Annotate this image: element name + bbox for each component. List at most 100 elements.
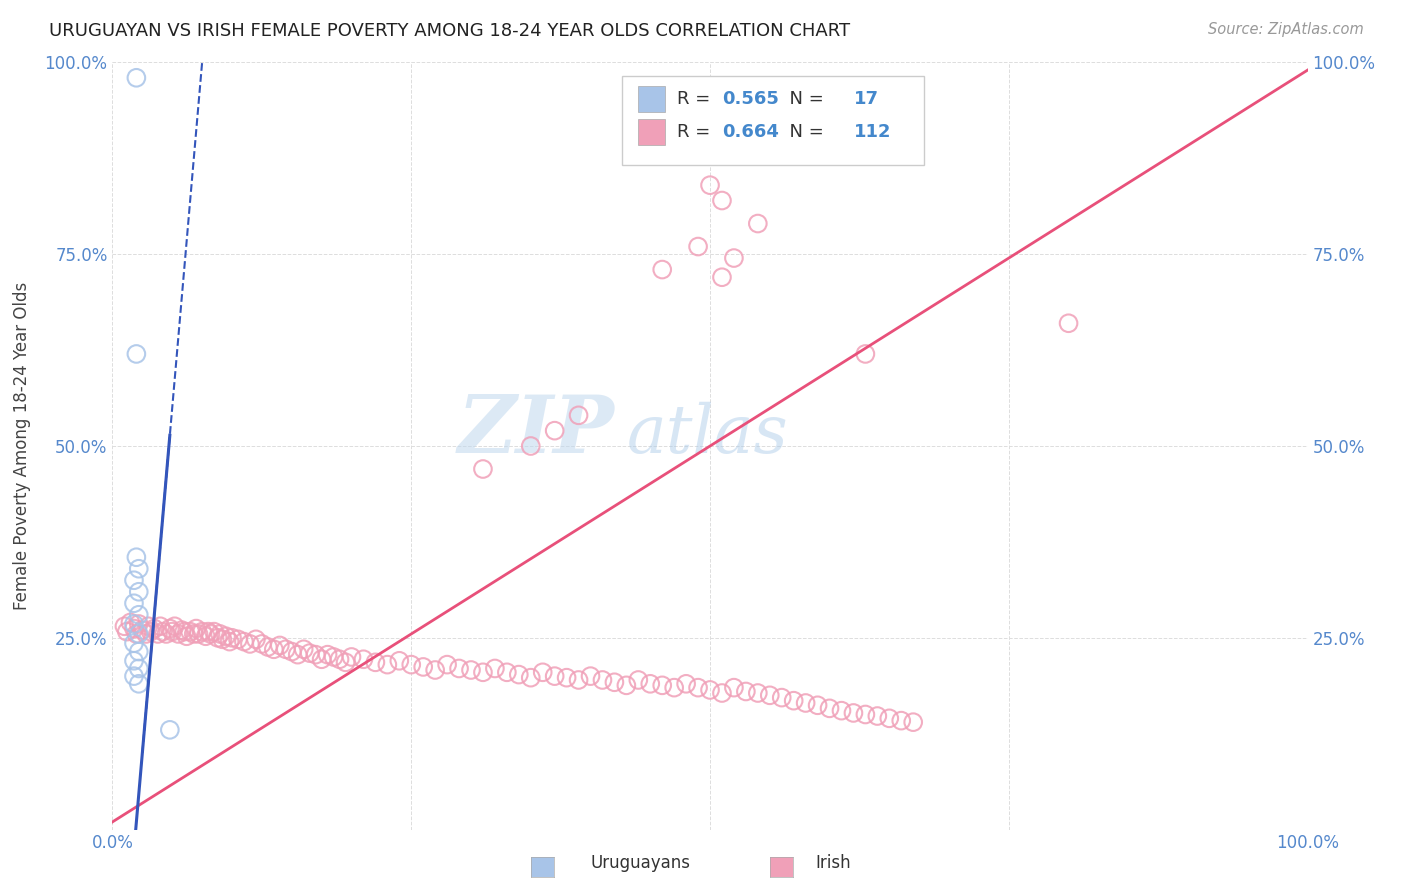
Point bbox=[890, 714, 912, 728]
Point bbox=[226, 632, 249, 647]
Point bbox=[149, 619, 172, 633]
Point bbox=[162, 624, 183, 639]
Point bbox=[159, 723, 181, 737]
Point bbox=[520, 439, 543, 453]
Point bbox=[163, 619, 186, 633]
Point bbox=[616, 678, 638, 692]
Text: R =: R = bbox=[676, 90, 716, 108]
Point bbox=[508, 667, 530, 681]
Point bbox=[122, 654, 145, 668]
Point bbox=[436, 657, 458, 672]
Point bbox=[128, 584, 150, 599]
Point bbox=[131, 623, 153, 637]
Point bbox=[183, 627, 205, 641]
Point bbox=[723, 251, 745, 265]
Point bbox=[218, 634, 240, 648]
Point bbox=[305, 648, 328, 662]
Point bbox=[125, 627, 148, 641]
Point bbox=[122, 596, 145, 610]
Point bbox=[699, 682, 721, 697]
Point bbox=[447, 661, 470, 675]
Point bbox=[664, 681, 686, 695]
Point bbox=[484, 661, 506, 675]
Point bbox=[122, 617, 145, 632]
Point bbox=[568, 673, 591, 687]
Point bbox=[128, 677, 150, 691]
Point bbox=[352, 652, 374, 666]
Point bbox=[298, 646, 321, 660]
Point bbox=[233, 634, 256, 648]
Point bbox=[221, 631, 243, 645]
Point bbox=[207, 631, 229, 645]
Point bbox=[170, 623, 193, 637]
Point bbox=[866, 709, 889, 723]
Point bbox=[173, 624, 195, 639]
Point bbox=[122, 622, 145, 636]
Point bbox=[167, 627, 190, 641]
Point bbox=[215, 629, 238, 643]
Point bbox=[675, 677, 697, 691]
Point bbox=[747, 217, 769, 231]
Point bbox=[855, 707, 877, 722]
Point bbox=[209, 627, 232, 641]
Point bbox=[555, 671, 578, 685]
Point bbox=[688, 239, 710, 253]
Point bbox=[401, 657, 423, 672]
Point bbox=[125, 70, 148, 85]
Point bbox=[711, 686, 734, 700]
Point bbox=[139, 624, 162, 639]
Point bbox=[274, 642, 297, 657]
Point bbox=[651, 262, 673, 277]
Point bbox=[340, 649, 363, 664]
Point bbox=[543, 669, 565, 683]
Point bbox=[770, 690, 793, 705]
Point bbox=[115, 624, 138, 639]
Point bbox=[735, 684, 758, 698]
Point bbox=[128, 562, 150, 576]
Point bbox=[592, 673, 614, 687]
Point bbox=[460, 663, 482, 677]
Text: URUGUAYAN VS IRISH FEMALE POVERTY AMONG 18-24 YEAR OLDS CORRELATION CHART: URUGUAYAN VS IRISH FEMALE POVERTY AMONG … bbox=[49, 22, 851, 40]
Point bbox=[292, 642, 315, 657]
Point bbox=[782, 694, 804, 708]
Point bbox=[879, 711, 901, 725]
Point bbox=[520, 671, 543, 685]
Point bbox=[711, 194, 734, 208]
Point bbox=[179, 624, 201, 639]
Point bbox=[543, 424, 565, 438]
Point bbox=[335, 656, 357, 670]
FancyBboxPatch shape bbox=[621, 76, 924, 165]
Point bbox=[316, 648, 339, 662]
Point bbox=[818, 701, 841, 715]
Point bbox=[197, 624, 219, 639]
Point bbox=[152, 624, 174, 639]
Text: N =: N = bbox=[778, 90, 830, 108]
Point bbox=[128, 644, 150, 658]
Point bbox=[159, 622, 181, 636]
Point bbox=[135, 627, 157, 641]
Point bbox=[364, 656, 387, 670]
Point bbox=[651, 678, 673, 692]
Point bbox=[239, 637, 262, 651]
Point bbox=[472, 665, 495, 680]
Point bbox=[645, 144, 668, 158]
Point bbox=[579, 669, 602, 683]
Point bbox=[377, 657, 399, 672]
Point bbox=[412, 660, 434, 674]
Point bbox=[122, 636, 145, 650]
Point bbox=[425, 663, 447, 677]
Point bbox=[1057, 316, 1080, 330]
Point bbox=[186, 622, 208, 636]
Point bbox=[122, 669, 145, 683]
Text: R =: R = bbox=[676, 123, 716, 141]
Point bbox=[603, 675, 626, 690]
Point bbox=[711, 270, 734, 285]
Point bbox=[903, 715, 925, 730]
Point bbox=[146, 627, 169, 641]
Point bbox=[114, 619, 135, 633]
Point bbox=[176, 629, 198, 643]
Point bbox=[640, 677, 662, 691]
Point bbox=[472, 462, 495, 476]
Point bbox=[155, 627, 177, 641]
Point bbox=[128, 607, 150, 622]
